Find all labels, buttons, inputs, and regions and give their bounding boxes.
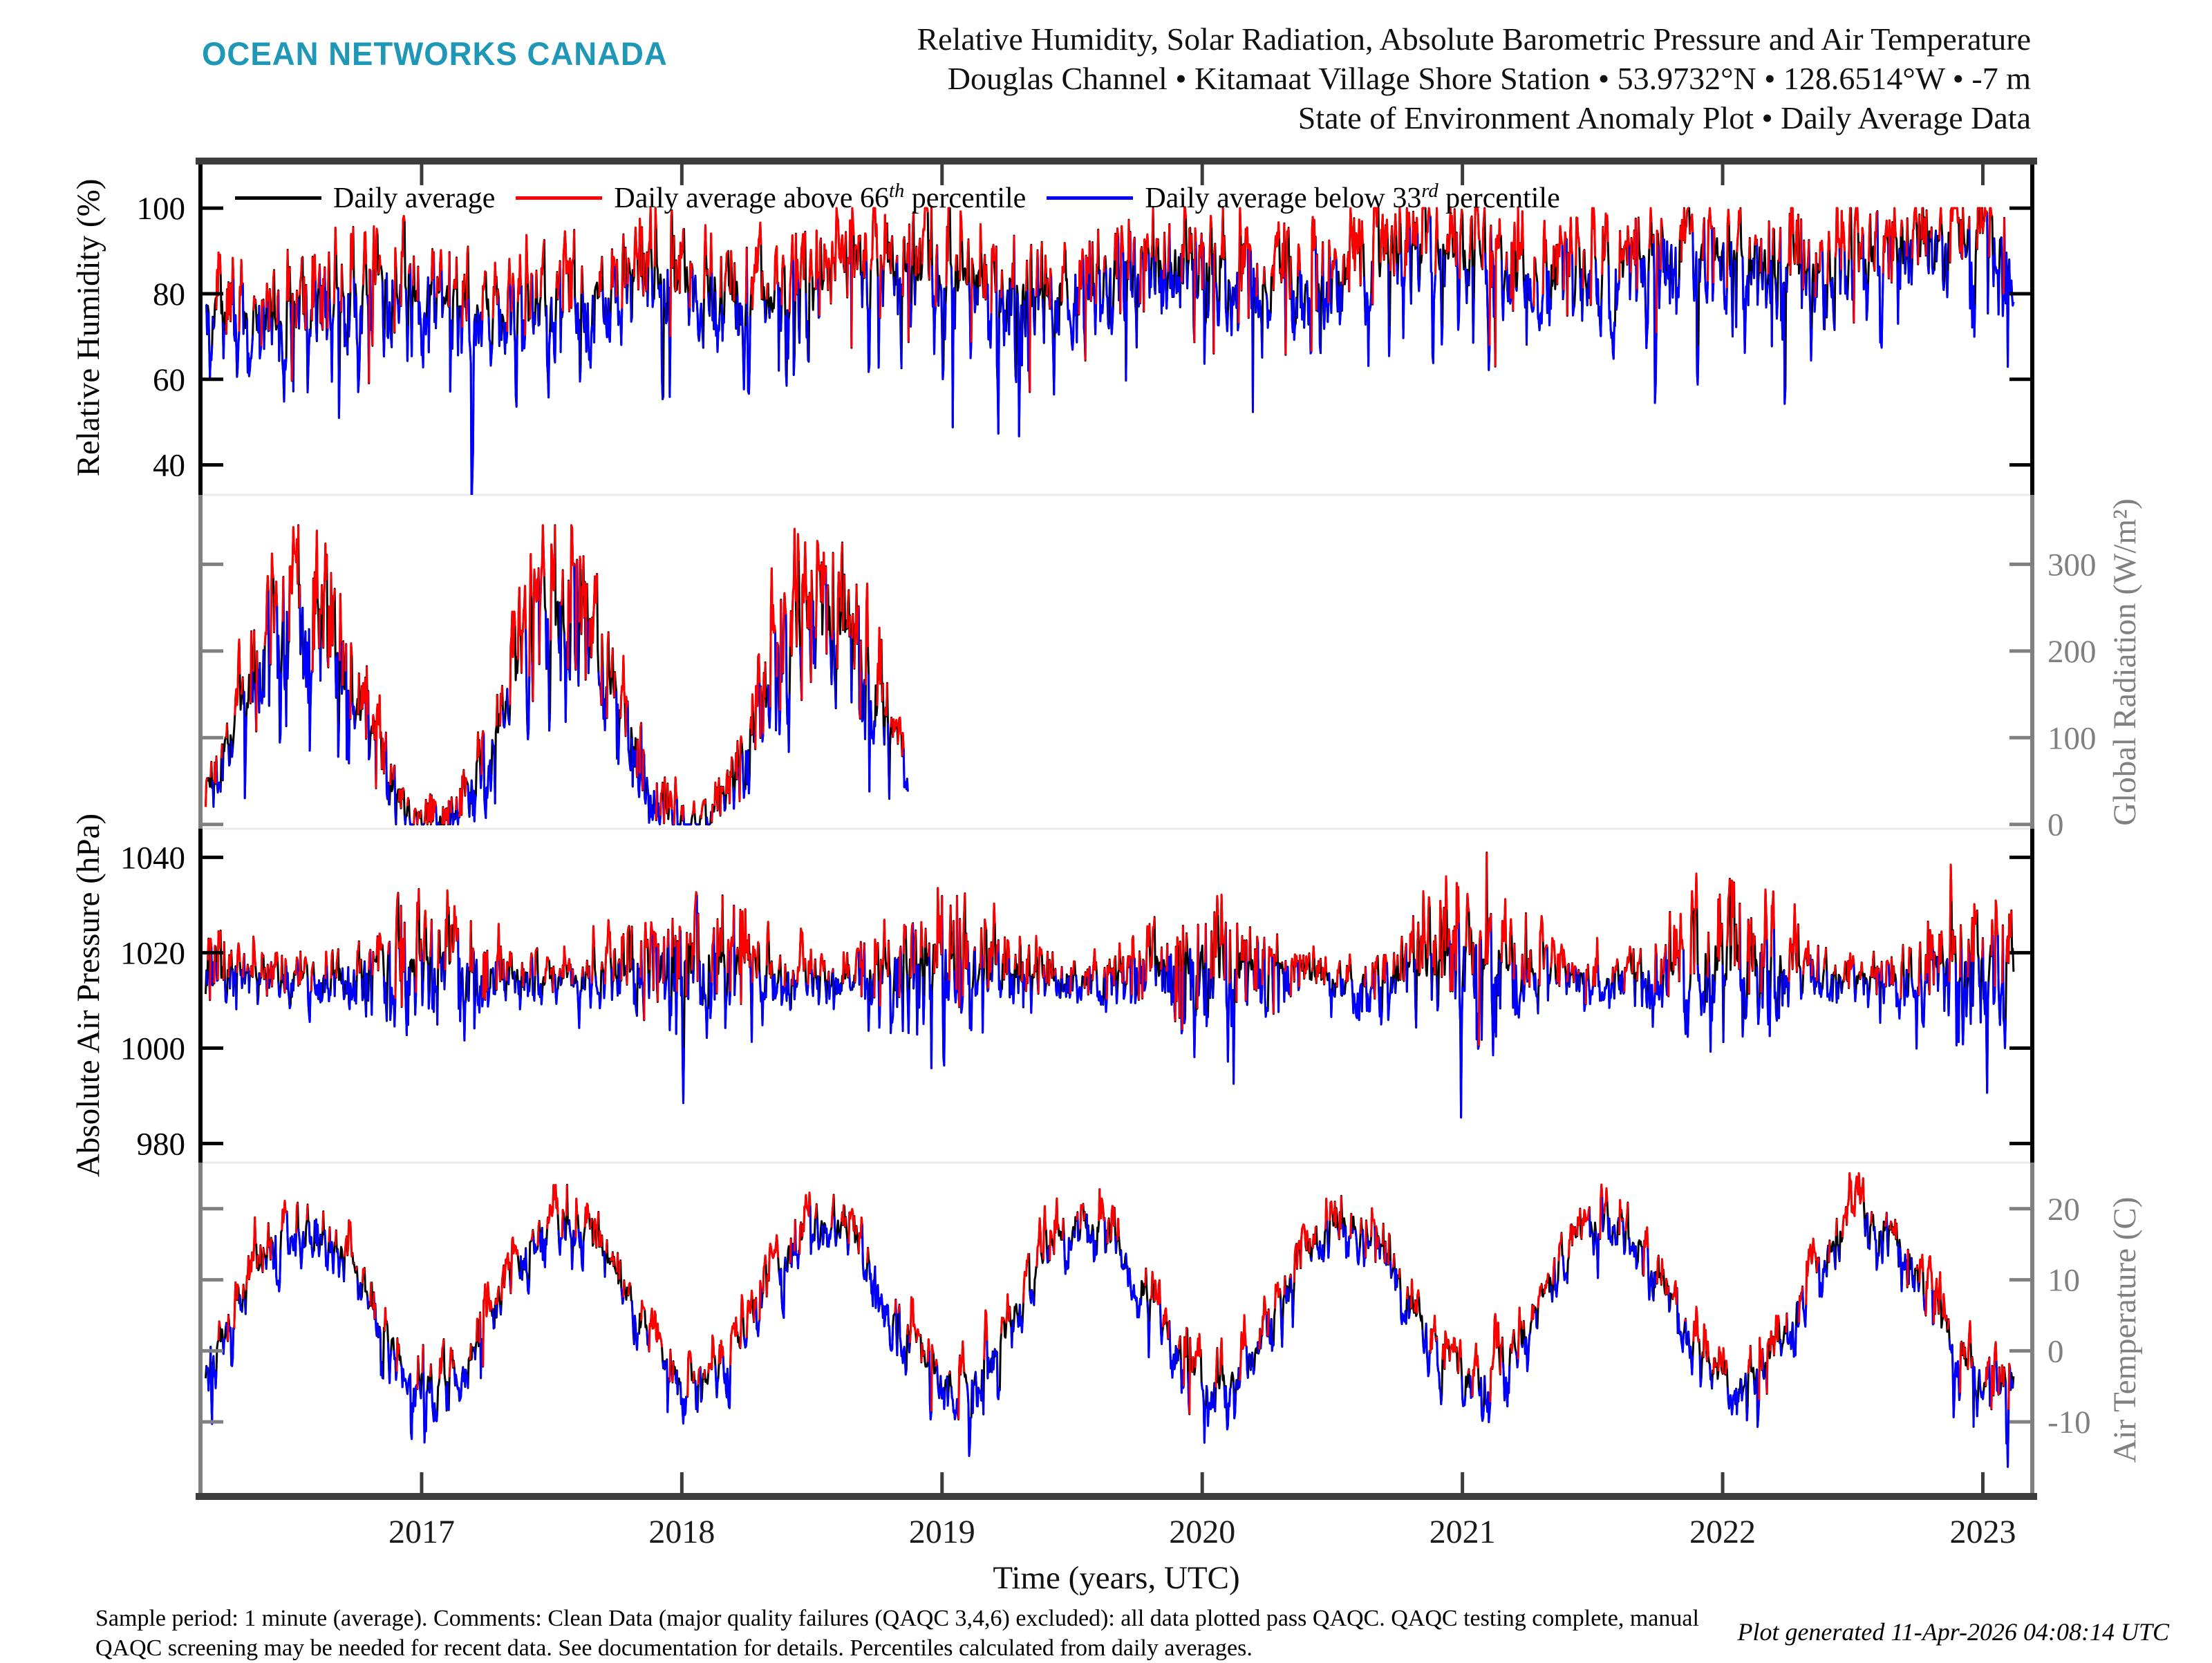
plot-title: Relative Humidity, Solar Radiation, Abso… [917, 19, 2031, 138]
y-tick-label-air-temperature: 20 [2047, 1192, 2080, 1228]
legend-swatch-black [235, 196, 321, 200]
x-tick-label-year: 2021 [1430, 1514, 1496, 1550]
x-tick-label-year: 2019 [909, 1514, 975, 1550]
y-tick-label-air-temperature: 10 [2047, 1263, 2080, 1299]
x-axis-title: Time (years, UTC) [993, 1560, 1240, 1596]
title-line-1: Relative Humidity, Solar Radiation, Abso… [917, 21, 2031, 57]
onc-logo: OCEAN NETWORKS CANADA [202, 35, 668, 72]
y-tick-label-global-radiation: 100 [2047, 720, 2097, 756]
y-tick-label-global-radiation: 300 [2047, 547, 2097, 583]
x-tick-label-year: 2023 [1949, 1514, 2016, 1550]
x-tick-label-year: 2017 [388, 1514, 455, 1550]
y-tick-label-absolute-air-pressure: 1020 [120, 935, 185, 971]
footer-comments: Sample period: 1 minute (average). Comme… [95, 1604, 1699, 1663]
y-tick-label-relative-humidity: 80 [153, 276, 185, 312]
y-tick-label-absolute-air-pressure: 980 [137, 1126, 186, 1162]
footer-line-1: Sample period: 1 minute (average). Comme… [95, 1606, 1699, 1631]
series-relative-humidity [205, 207, 2015, 495]
legend-item-above-66th: Daily average above 66th percentile [516, 180, 1026, 215]
y-axis-title-relative-humidity: Relative Humidity (%) [71, 178, 106, 477]
y-tick-label-global-radiation: 200 [2047, 634, 2097, 670]
chart-legend: Daily average Daily average above 66th p… [235, 178, 1560, 217]
legend-item-below-33rd: Daily average below 33rd percentile [1047, 180, 1560, 215]
x-tick-label-year: 2020 [1169, 1514, 1235, 1550]
y-tick-label-absolute-air-pressure: 1000 [120, 1031, 185, 1067]
y-tick-label-global-radiation: 0 [2047, 807, 2064, 843]
series-relative-humidity-daily-average [205, 207, 2015, 495]
y-tick-label-air-temperature: -10 [2047, 1404, 2091, 1440]
y-axis-title-air-temperature: Air Temperature (C) [2107, 1196, 2143, 1463]
series-air-temperature-above-66th [217, 1172, 2012, 1420]
y-tick-label-relative-humidity: 100 [137, 191, 186, 227]
legend-swatch-red [516, 196, 603, 200]
y-tick-label-absolute-air-pressure: 1040 [120, 840, 185, 876]
series-absolute-air-pressure-above-66th [207, 852, 2013, 1046]
legend-item-daily-average: Daily average [235, 180, 495, 215]
title-line-3: State of Environment Anomaly Plot • Dail… [1297, 100, 2031, 135]
x-tick-label-year: 2022 [1689, 1514, 1756, 1550]
y-tick-label-relative-humidity: 40 [153, 448, 185, 484]
series-global-radiation-above-66th [205, 524, 905, 825]
series-global-radiation [205, 524, 909, 826]
y-tick-label-air-temperature: 0 [2047, 1333, 2064, 1369]
title-line-2: Douglas Channel • Kitamaat Village Shore… [947, 61, 2031, 96]
x-tick-label-year: 2018 [648, 1514, 715, 1550]
y-tick-label-relative-humidity: 60 [153, 362, 185, 398]
y-axis-title-global-radiation: Global Radiation (W/m²) [2107, 498, 2143, 826]
series-air-temperature [205, 1172, 2015, 1468]
plot-generated-timestamp: Plot generated 11-Apr-2026 04:08:14 UTC [1737, 1618, 2169, 1646]
series-absolute-air-pressure [205, 852, 2015, 1119]
y-axis-title-air-pressure: Absolute Air Pressure (hPa) [71, 813, 106, 1178]
footer-line-2: QAQC screening may be needed for recent … [95, 1635, 1253, 1661]
legend-swatch-blue [1047, 196, 1134, 200]
series-relative-humidity-above-66th [215, 207, 2005, 393]
